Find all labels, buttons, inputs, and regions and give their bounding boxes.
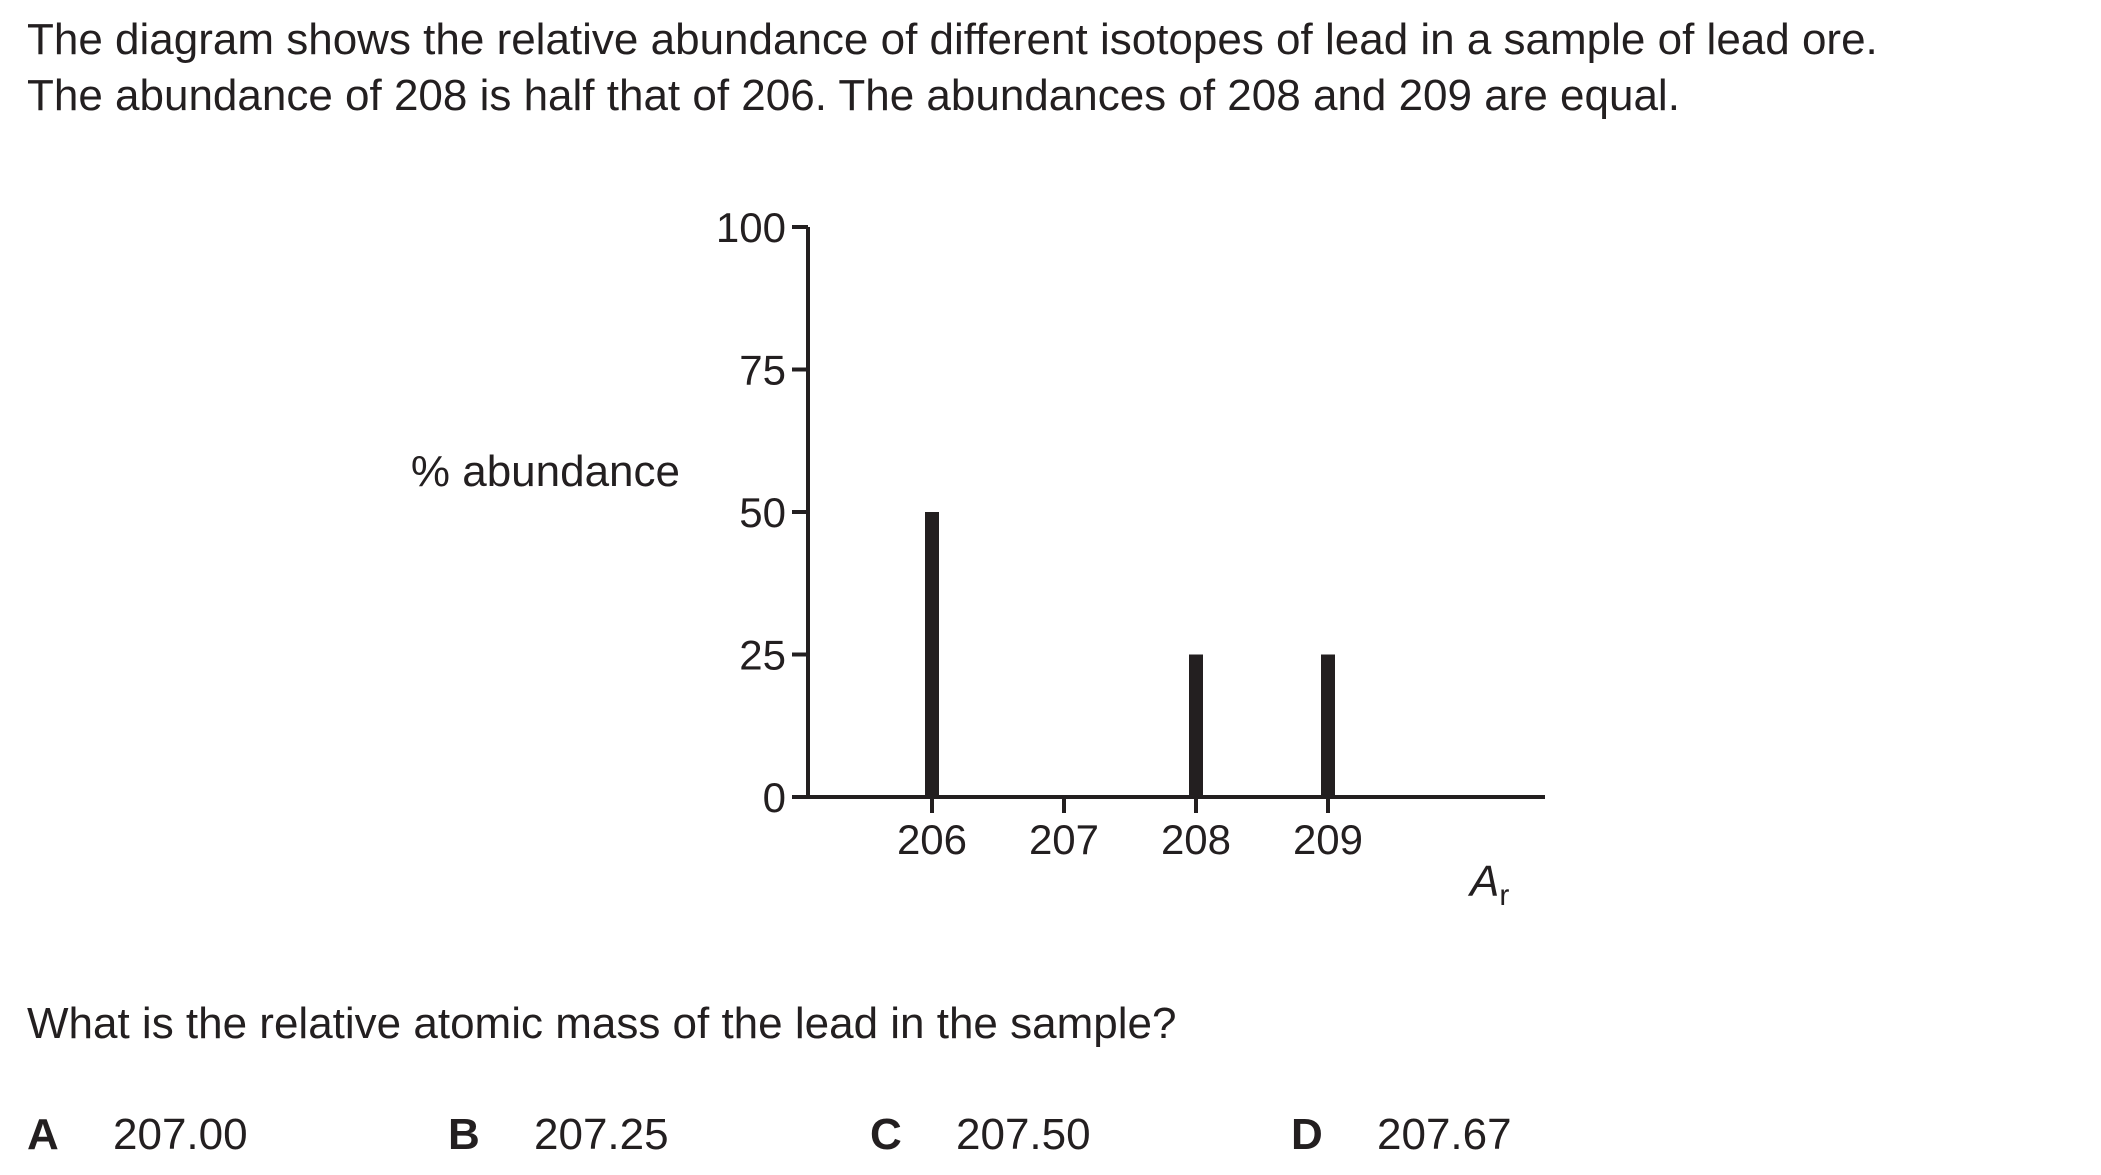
intro-line-2: The abundance of 208 is half that of 206…: [27, 71, 1680, 120]
x-tick-label: 206: [897, 816, 967, 863]
question-text: What is the relative atomic mass of the …: [27, 999, 1177, 1048]
abundance-chart: 0 25 50 75 100 206 207 208 209 % abundance Ar: [411, 204, 1545, 912]
option-a-letter: A: [27, 1110, 59, 1159]
option-d-letter: D: [1291, 1110, 1323, 1159]
x-tick-label: 209: [1293, 816, 1363, 863]
option-b-letter: B: [448, 1110, 480, 1159]
x-tick-label: 208: [1161, 816, 1231, 863]
x-tick-label: 207: [1029, 816, 1099, 863]
x-axis-label: Ar: [1467, 857, 1509, 912]
option-a[interactable]: A 207.00: [27, 1107, 248, 1163]
y-axis-label: % abundance: [411, 447, 680, 496]
y-tick-label: 100: [716, 204, 786, 251]
option-c[interactable]: C 207.50: [870, 1107, 1091, 1163]
option-d-value: 207.67: [1377, 1110, 1512, 1159]
option-c-letter: C: [870, 1110, 902, 1159]
y-tick-label: 25: [739, 632, 786, 679]
y-tick-label: 50: [739, 489, 786, 536]
x-axis-ticks: 206 207 208 209: [897, 797, 1363, 863]
option-d[interactable]: D 207.67: [1291, 1107, 1512, 1163]
y-axis-ticks: 0 25 50 75 100: [716, 204, 808, 821]
bar-206: [925, 512, 939, 797]
option-b-value: 207.25: [534, 1110, 669, 1159]
option-a-value: 207.00: [113, 1110, 248, 1159]
y-tick-label: 75: [739, 347, 786, 394]
option-b[interactable]: B 207.25: [448, 1107, 669, 1163]
bar-208: [1189, 654, 1203, 797]
bars: [925, 512, 1335, 797]
y-tick-label: 0: [763, 774, 786, 821]
bar-209: [1321, 654, 1335, 797]
question-intro: The diagram shows the relative abundance…: [27, 12, 1878, 124]
x-axis-label-main: A: [1467, 857, 1499, 906]
x-axis-label-subscript: r: [1499, 879, 1509, 912]
intro-line-1: The diagram shows the relative abundance…: [27, 15, 1878, 64]
option-c-value: 207.50: [956, 1110, 1091, 1159]
